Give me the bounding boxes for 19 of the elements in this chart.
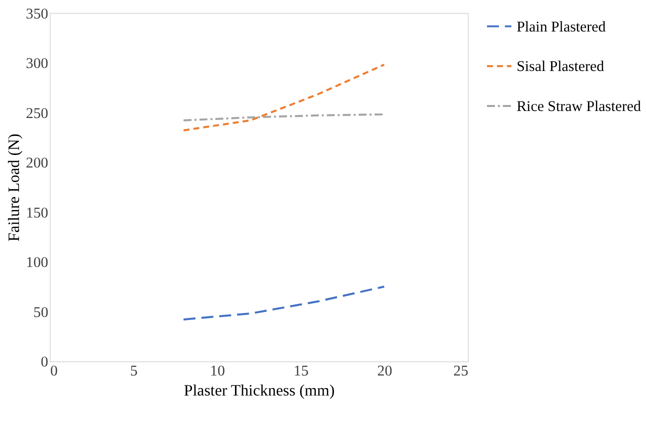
line-series [182, 64, 386, 132]
y-tick-label: 350 [26, 6, 48, 22]
legend-label: Sisal Plastered [516, 59, 605, 76]
legend-label: Rice Straw Plastered [516, 98, 642, 115]
y-axis-title: Failure Load (N) [6, 134, 23, 242]
x-tick-label: 5 [130, 364, 138, 380]
y-tick-label: 200 [26, 156, 48, 172]
line-series [182, 286, 386, 320]
y-tick-label: 250 [26, 106, 48, 122]
x-tick-label: 15 [294, 364, 309, 380]
y-tick-label: 300 [26, 56, 48, 72]
y-tick-label: 100 [26, 255, 48, 272]
y-tick-label: 50 [33, 304, 48, 321]
x-tick-label: 10 [210, 364, 225, 380]
x-tick-label: 20 [377, 364, 392, 380]
legend-label: Plain Plastered [516, 19, 606, 36]
x-tick-label: 25 [453, 364, 468, 380]
y-tick-label: 150 [26, 205, 48, 222]
x-axis-title: Plaster Thickness (mm) [184, 382, 335, 400]
